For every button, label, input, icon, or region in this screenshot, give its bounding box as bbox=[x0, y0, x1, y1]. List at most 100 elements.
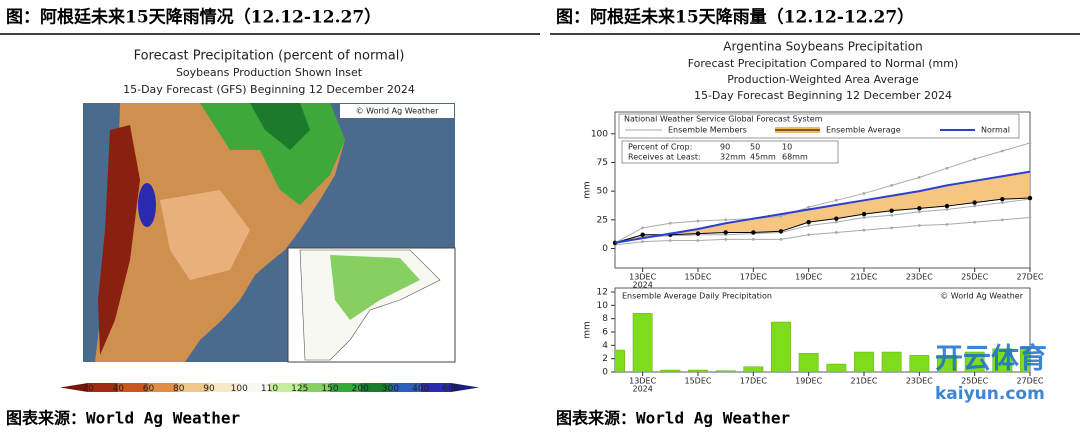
crop-cell: 10 bbox=[782, 143, 792, 152]
y-axis-label: mm bbox=[583, 181, 593, 199]
x-tick-label: 19DEC bbox=[795, 377, 822, 386]
x-tick-label: 17DEC bbox=[740, 377, 767, 386]
legend-label: Ensemble Members bbox=[668, 126, 747, 135]
y-tick-label: 75 bbox=[597, 158, 608, 168]
point bbox=[1000, 218, 1004, 222]
x-tick-label: 27DEC bbox=[1017, 273, 1044, 282]
x-tick-label: 23DEC bbox=[906, 273, 933, 282]
credit-box bbox=[340, 104, 454, 118]
year-label: 2024 bbox=[632, 385, 652, 394]
point bbox=[695, 231, 701, 236]
point bbox=[973, 220, 977, 224]
inset-crop bbox=[330, 255, 420, 320]
land-dry bbox=[98, 125, 140, 355]
y-tick-label: 25 bbox=[597, 215, 608, 225]
point bbox=[1028, 141, 1032, 145]
point bbox=[862, 216, 866, 219]
point bbox=[668, 221, 672, 225]
chart-subtitle: Production-Weighted Area Average bbox=[727, 73, 919, 86]
bar bbox=[715, 370, 736, 372]
x-tick-label: 21DEC bbox=[851, 273, 878, 282]
map-credit: © World Ag Weather bbox=[356, 107, 440, 116]
point bbox=[1027, 195, 1033, 201]
colorbar-label: 20 bbox=[82, 384, 94, 394]
y-tick-label: 50 bbox=[597, 187, 609, 197]
point bbox=[1000, 149, 1004, 153]
crop-cell: 50 bbox=[750, 143, 760, 152]
point bbox=[1000, 196, 1005, 202]
point bbox=[1000, 201, 1004, 205]
legend-label: Ensemble Average bbox=[826, 126, 901, 135]
colorbar-cell bbox=[209, 383, 240, 392]
point bbox=[890, 226, 894, 230]
colorbar-label: 200 bbox=[352, 384, 369, 394]
x-tick-label: 13DEC bbox=[629, 377, 656, 386]
colorbar-cell bbox=[88, 383, 119, 392]
legend-box bbox=[618, 113, 1020, 139]
point bbox=[807, 233, 811, 237]
legend-label: Normal bbox=[981, 126, 1010, 135]
colorbar-cell bbox=[360, 383, 391, 392]
point bbox=[973, 157, 977, 161]
crop-cell: Percent of Crop: bbox=[628, 143, 692, 152]
map-title: Forecast Precipitation (percent of norma… bbox=[134, 49, 405, 64]
point bbox=[778, 229, 784, 234]
crop-cell: 45mm bbox=[750, 153, 776, 162]
map-subtitle: 15-Day Forecast (GFS) Beginning 12 Decem… bbox=[123, 83, 415, 96]
point bbox=[917, 206, 922, 211]
bar bbox=[1020, 346, 1030, 372]
point bbox=[945, 223, 949, 226]
point bbox=[668, 239, 672, 242]
colorbar-end bbox=[60, 383, 88, 392]
point bbox=[861, 211, 867, 217]
colorbar-cell bbox=[118, 383, 149, 392]
point bbox=[696, 219, 700, 223]
series-line bbox=[614, 170, 1031, 244]
point bbox=[696, 239, 700, 242]
bar bbox=[771, 321, 791, 372]
x-tick-label: 21DEC bbox=[851, 377, 878, 386]
series-line bbox=[614, 217, 1031, 246]
colorbar-cell bbox=[178, 383, 209, 392]
x-tick-label: 15DEC bbox=[685, 377, 712, 386]
colorbar-cell bbox=[239, 383, 270, 392]
bar bbox=[688, 369, 708, 372]
watermark-url: kaiyun.com bbox=[935, 384, 1045, 404]
bar bbox=[909, 355, 930, 372]
y-tick-label: 10 bbox=[597, 301, 609, 311]
colorbar-label: 100 bbox=[231, 384, 248, 394]
point bbox=[917, 224, 921, 227]
model-label: National Weather Service Global Forecast… bbox=[624, 115, 823, 124]
bar bbox=[660, 369, 681, 372]
crop-cell: Receives at Least: bbox=[628, 153, 701, 162]
chart-title: Ensemble Average Daily Precipitation bbox=[622, 292, 772, 301]
left-header: 图：阿根廷未来15天降雨情况（12.12-12.27） bbox=[6, 7, 381, 28]
colorbar-cell bbox=[390, 383, 421, 392]
colorbar-label: 125 bbox=[291, 384, 308, 394]
y-tick-label: 0 bbox=[602, 244, 608, 254]
crop-cell: 32mm bbox=[720, 153, 746, 162]
y-tick-label: 2 bbox=[602, 354, 608, 364]
y-tick-label: 0 bbox=[602, 368, 608, 378]
colorbar-label: 40 bbox=[113, 384, 125, 394]
x-tick-label: 15DEC bbox=[685, 273, 712, 282]
crop-cell: 90 bbox=[720, 143, 730, 152]
point bbox=[779, 214, 783, 218]
point bbox=[973, 204, 977, 208]
series-line bbox=[614, 198, 1031, 245]
colorbar-label: 60 bbox=[143, 384, 155, 394]
point bbox=[723, 230, 728, 235]
colorbar-end bbox=[451, 383, 479, 392]
plot-frame bbox=[614, 287, 1031, 373]
chart-subtitle: 15-Day Forecast Beginning 12 December 20… bbox=[694, 89, 952, 102]
point bbox=[834, 198, 838, 202]
crop-box bbox=[621, 140, 839, 164]
point bbox=[889, 208, 894, 213]
point bbox=[1028, 216, 1032, 219]
bar bbox=[826, 363, 847, 372]
point bbox=[945, 166, 949, 170]
y-tick-label: 8 bbox=[602, 314, 608, 324]
point bbox=[917, 210, 921, 214]
point bbox=[724, 237, 728, 241]
bar bbox=[743, 366, 764, 372]
